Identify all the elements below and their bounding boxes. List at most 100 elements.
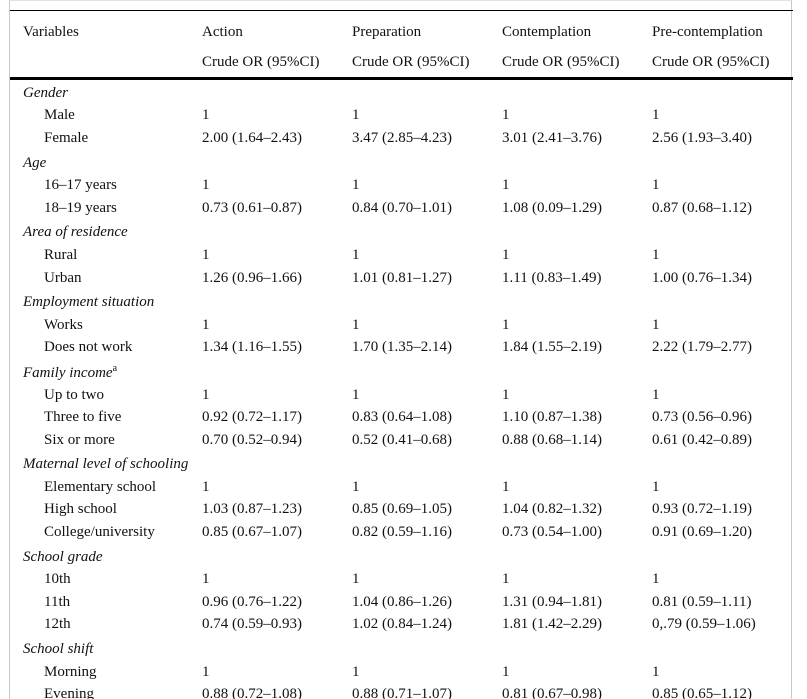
- or-value-cell: 1: [652, 246, 660, 263]
- or-value-cell: 1.34 (1.16–1.55): [202, 339, 302, 356]
- section-header-label: School grade: [23, 548, 103, 565]
- or-value-cell: 1: [352, 663, 360, 680]
- or-value-cell: 1: [352, 107, 360, 124]
- or-value-cell: 0.88 (0.68–1.14): [502, 431, 602, 448]
- header-row-measure: Crude OR (95%CI) Crude OR (95%CI) Crude …: [10, 47, 793, 79]
- section-header-label: Gender: [23, 84, 68, 101]
- table-row: Female 2.00 (1.64–2.43) 3.47 (2.85–4.23) 3.…: [10, 127, 793, 150]
- or-value-cell: 1: [502, 478, 510, 495]
- or-value-cell: 3.01 (2.41–3.76): [502, 129, 602, 146]
- section-header-label: Family incomea: [23, 362, 118, 381]
- section-header-label: Employment situation: [23, 294, 155, 311]
- or-value-cell: 2.00 (1.64–2.43): [202, 129, 302, 146]
- table-row: Morning 1 1 1 1: [10, 661, 793, 684]
- or-value-cell: 0.81 (0.59–1.11): [652, 593, 752, 610]
- or-value-cell: 0.85 (0.65–1.12): [652, 686, 752, 699]
- column-header-pre-contemplation: Pre-contemplation: [652, 23, 763, 40]
- or-value-cell: 1.84 (1.55–2.19): [502, 339, 602, 356]
- column-subheader-action: Crude OR (95%CI): [202, 53, 320, 70]
- row-label: Six or more: [44, 431, 115, 448]
- row-label: Evening: [44, 686, 94, 699]
- or-value-cell: 1: [202, 177, 210, 194]
- or-value-cell: 0.61 (0.42–0.89): [652, 431, 752, 448]
- or-value-cell: 1.00 (0.76–1.34): [652, 269, 752, 286]
- or-value-cell: 1: [502, 246, 510, 263]
- or-value-cell: 1: [502, 663, 510, 680]
- table-row: 12th 0.74 (0.59–0.93) 1.02 (0.84–1.24) 1.81…: [10, 614, 793, 637]
- table-body: Gender Male 1 1 1 1 Female 2.00 (1.64–2.43) 3.47…: [10, 78, 793, 699]
- or-value-cell: 0.73 (0.56–0.96): [652, 409, 752, 426]
- or-value-cell: 1.02 (0.84–1.24): [352, 616, 452, 633]
- column-header-preparation: Preparation: [352, 23, 422, 40]
- section-header-row: Employment situation: [10, 289, 793, 314]
- column-subheader-contemplation: Crude OR (95%CI): [502, 53, 620, 70]
- table-row: 11th 0.96 (0.76–1.22) 1.04 (0.86–1.26) 1.31…: [10, 591, 793, 614]
- table-header: Variables Action Preparation Contemplati…: [10, 11, 793, 79]
- table-row: 10th 1 1 1 1: [10, 568, 793, 591]
- or-value-cell: 1: [202, 246, 210, 263]
- table-row: High school 1.03 (0.87–1.23) 0.85 (0.69–1.…: [10, 499, 793, 522]
- column-header-contemplation: Contemplation: [502, 23, 592, 40]
- table-row: Three to five 0.92 (0.72–1.17) 0.83 (0.64–…: [10, 406, 793, 429]
- or-value-cell: 1.11 (0.83–1.49): [502, 269, 602, 286]
- column-subheader-blank: [10, 47, 182, 79]
- row-label: 11th: [44, 593, 71, 610]
- or-value-cell: 1.10 (0.87–1.38): [502, 409, 602, 426]
- or-value-cell: 0.91 (0.69–1.20): [652, 524, 752, 541]
- footnote-marker: a: [112, 362, 118, 374]
- or-value-cell: 0.85 (0.67–1.07): [202, 524, 302, 541]
- section-header-label: Age: [23, 154, 47, 171]
- or-value-cell: 1.01 (0.81–1.27): [352, 269, 452, 286]
- or-value-cell: 1: [202, 571, 210, 588]
- or-value-cell: 3.47 (2.85–4.23): [352, 129, 452, 146]
- or-value-cell: 1.04 (0.82–1.32): [502, 501, 602, 518]
- or-value-cell: 2.22 (1.79–2.77): [652, 339, 752, 356]
- row-label: College/university: [44, 524, 155, 541]
- table-row: College/university 0.85 (0.67–1.07) 0.82 (…: [10, 521, 793, 544]
- or-value-cell: 1.31 (0.94–1.81): [502, 593, 602, 610]
- section-header-row: Maternal level of schooling: [10, 452, 793, 477]
- or-value-cell: 1.70 (1.35–2.14): [352, 339, 452, 356]
- table-row: 16–17 years 1 1 1 1: [10, 174, 793, 197]
- or-value-cell: 0.87 (0.68–1.12): [652, 199, 752, 216]
- or-value-cell: 0.74 (0.59–0.93): [202, 616, 302, 633]
- table-row: Up to two 1 1 1 1: [10, 384, 793, 407]
- or-value-cell: 1.26 (0.96–1.66): [202, 269, 302, 286]
- row-label: Rural: [44, 246, 78, 263]
- row-label: Works: [44, 316, 83, 333]
- or-value-cell: 0.92 (0.72–1.17): [202, 409, 302, 426]
- row-label: 10th: [44, 571, 71, 588]
- or-value-cell: 1.03 (0.87–1.23): [202, 501, 302, 518]
- or-value-cell: 0.73 (0.61–0.87): [202, 199, 302, 216]
- or-value-cell: 1: [652, 107, 660, 124]
- or-value-cell: 1: [502, 386, 510, 403]
- or-value-cell: 1: [652, 386, 660, 403]
- column-header-action: Action: [202, 23, 243, 40]
- or-value-cell: 1.81 (1.42–2.29): [502, 616, 602, 633]
- table-row: Works 1 1 1 1: [10, 314, 793, 337]
- row-label: Three to five: [44, 409, 122, 426]
- or-value-cell: 0.85 (0.69–1.05): [352, 501, 452, 518]
- or-value-cell: 1.08 (0.09–1.29): [502, 199, 602, 216]
- row-label: 12th: [44, 616, 71, 633]
- table-row: 18–19 years 0.73 (0.61–0.87) 0.84 (0.70–1.…: [10, 197, 793, 220]
- or-value-cell: 1: [502, 571, 510, 588]
- column-subheader-preparation: Crude OR (95%CI): [352, 53, 470, 70]
- or-value-cell: 1: [652, 571, 660, 588]
- section-header-row: Age: [10, 150, 793, 175]
- row-label: Urban: [44, 269, 82, 286]
- or-value-cell: 1: [202, 386, 210, 403]
- row-label: Morning: [44, 663, 97, 680]
- or-value-cell: 1: [352, 571, 360, 588]
- or-value-cell: 1: [502, 107, 510, 124]
- row-label: High school: [44, 501, 117, 518]
- or-value-cell: 1: [352, 177, 360, 194]
- row-label: 16–17 years: [44, 177, 117, 194]
- or-value-cell: 1: [502, 177, 510, 194]
- or-value-cell: 0.82 (0.59–1.16): [352, 524, 452, 541]
- or-value-cell: 1: [202, 663, 210, 680]
- or-value-cell: 1: [352, 386, 360, 403]
- or-value-cell: 1: [202, 316, 210, 333]
- table-row: Elementary school 1 1 1 1: [10, 476, 793, 499]
